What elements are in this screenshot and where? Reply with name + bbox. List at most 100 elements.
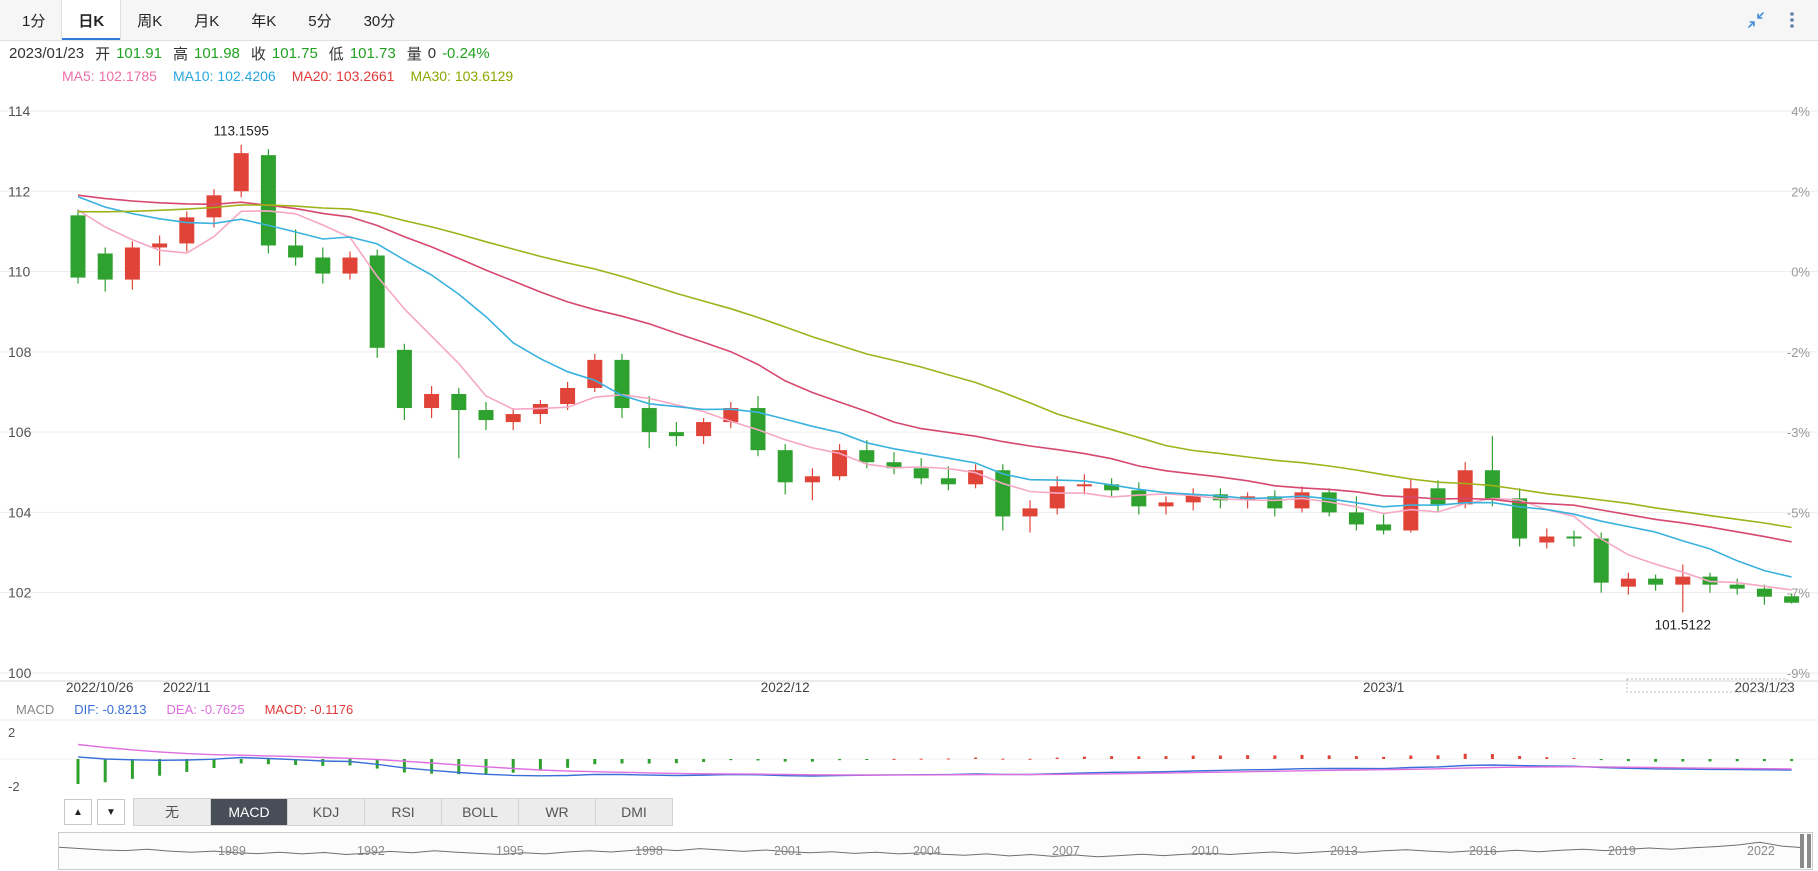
svg-text:2023/1: 2023/1: [1363, 680, 1404, 695]
period-tabbar: 1分 日K 周K 月K 年K 5分 30分: [0, 0, 1818, 41]
svg-text:2023/1/23: 2023/1/23: [1735, 680, 1795, 695]
ma10-line: [77, 195, 1792, 578]
indicator-tab[interactable]: RSI: [365, 799, 442, 825]
price-annotation: 113.1595: [214, 124, 269, 139]
quote-field-label: 开: [95, 45, 111, 63]
indicator-tab[interactable]: WR: [519, 799, 596, 825]
navigator-year-label: 2022: [1747, 844, 1775, 858]
svg-text:0%: 0%: [1791, 265, 1810, 280]
svg-text:106: 106: [8, 424, 32, 440]
ma-legend: MA5: 102.1785 MA10: 102.4206 MA20: 103.266…: [0, 65, 1818, 87]
svg-text:2022/10/26: 2022/10/26: [66, 680, 134, 695]
main-chart-area[interactable]: 114 4% 112 2% 110 0% 108 -2% 106 -3% 104 -5% 102 -7% 1…: [0, 87, 1818, 699]
navigator-year-label: 1998: [635, 844, 663, 858]
indicator-down-button[interactable]: ▼: [97, 799, 125, 825]
svg-text:-2%: -2%: [1787, 345, 1811, 360]
period-tab[interactable]: 年K: [251, 12, 277, 30]
svg-text:-5%: -5%: [1787, 505, 1811, 520]
navigator-year-label: 1992: [357, 844, 385, 858]
svg-text:-3%: -3%: [1787, 425, 1811, 440]
quote-fields: 开 101.91 高 101.98 收 101.75 低 101.73 量 0: [90, 43, 436, 64]
indicator-tab[interactable]: 无: [134, 799, 211, 825]
quote-change: -0.24%: [442, 44, 490, 62]
indicator-bar: ▲ ▼ 无 MACD KDJ RSI BOLL WR DMI: [0, 797, 1818, 827]
navigator-scroll-thumb[interactable]: [1796, 834, 1811, 868]
ma5-line: [77, 209, 1792, 591]
svg-text:2022/12: 2022/12: [761, 680, 810, 695]
quote-row: 2023/01/23 开 101.91 高 101.98 收 101.75 低 101.73 量…: [0, 41, 1818, 65]
indicator-tab[interactable]: BOLL: [442, 799, 519, 825]
svg-text:-9%: -9%: [1787, 666, 1811, 681]
quote-field-label: 收: [250, 45, 266, 63]
svg-text:112: 112: [8, 183, 31, 199]
svg-text:2022/11: 2022/11: [163, 680, 211, 695]
quote-field-value: 101.98: [194, 44, 240, 62]
svg-text:110: 110: [8, 264, 31, 280]
svg-text:2%: 2%: [1791, 184, 1810, 199]
svg-text:104: 104: [8, 504, 32, 520]
spark-line: [59, 841, 1805, 858]
quote-field-label: 量: [406, 45, 422, 63]
range-marker-box[interactable]: [1626, 678, 1788, 693]
grid-layer: 114 4%112 2%110 0%108 -2%106 -3%104 -5%102 -7%1…: [0, 103, 1818, 681]
tabbar-icons: [1746, 0, 1818, 40]
svg-text:-2: -2: [8, 779, 20, 794]
macd-legend: MACD DIF: -0.8213 DEA: -0.7625 MACD: -0.11…: [0, 699, 1818, 719]
macd-histogram: [76, 753, 1794, 784]
timeline-navigator[interactable]: 1989 1992 1995 1998 2001 2004 2007 2010 2013 2016…: [58, 832, 1813, 870]
ma-legend-item: MA30: 103.6129: [410, 68, 514, 84]
navigator-year-label: 2007: [1052, 844, 1080, 858]
period-tab[interactable]: 30分: [363, 12, 396, 30]
ma20-line: [77, 194, 1792, 543]
navigator-year-label: 2001: [774, 844, 802, 858]
navigator-year-label: 2013: [1330, 844, 1358, 858]
quote-field-value: 0: [427, 44, 437, 62]
svg-text:108: 108: [8, 344, 32, 360]
navigator-year-label: 2010: [1191, 844, 1219, 858]
ma-legend-item: MA20: 103.2661: [291, 68, 395, 84]
period-tab[interactable]: 日K: [61, 0, 122, 40]
svg-text:2: 2: [8, 725, 15, 740]
macd-legend-item: DEA: -0.7625: [166, 701, 245, 717]
svg-text:114: 114: [8, 103, 31, 119]
quote-field-value: 101.75: [271, 44, 318, 62]
macd-chart-area[interactable]: 2 -2: [0, 719, 1818, 797]
quote-field-value: 101.73: [349, 44, 396, 62]
x-axis-labels: 2022/10/26 2022/11 2022/12 2023/1 2023/1/23: [66, 680, 1795, 695]
quote-field-label: 高: [172, 45, 188, 63]
macd-legend-item: DIF: -0.8213: [74, 701, 147, 717]
macd-title: MACD: [16, 701, 55, 717]
svg-text:4%: 4%: [1791, 104, 1810, 119]
candlestick-chart[interactable]: 114 4%112 2%110 0%108 -2%106 -3%104 -5%102 -7%1…: [0, 87, 1818, 699]
navigator-year-label: 2004: [913, 844, 941, 858]
navigator-year-label: 2016: [1469, 844, 1497, 858]
dea-line: [77, 743, 1792, 776]
indicator-up-button[interactable]: ▲: [64, 799, 92, 825]
period-tab[interactable]: 5分: [308, 12, 332, 30]
candles-layer: [70, 144, 1800, 613]
macd-chart[interactable]: 2 -2: [0, 719, 1818, 797]
indicator-tabs: 无 MACD KDJ RSI BOLL WR DMI: [133, 798, 673, 826]
ma-legend-item: MA10: 102.4206: [172, 68, 276, 84]
indicator-tab[interactable]: KDJ: [288, 799, 365, 825]
price-annotation: 101.5122: [1655, 617, 1711, 632]
navigator-sparkline: [59, 841, 1805, 858]
svg-text:100: 100: [8, 665, 32, 681]
period-tab[interactable]: 周K: [137, 12, 163, 30]
svg-text:102: 102: [8, 585, 32, 601]
indicator-tab[interactable]: MACD: [211, 799, 288, 825]
navigator-year-label: 1995: [496, 844, 524, 858]
indicator-tab[interactable]: DMI: [621, 804, 647, 820]
collapse-icon[interactable]: [1746, 10, 1766, 30]
navigator-year-label: 1989: [218, 844, 246, 858]
period-tab[interactable]: 月K: [194, 12, 220, 30]
ma-legend-item: MA5: 102.1785: [62, 68, 157, 84]
quote-field-value: 101.91: [116, 44, 162, 62]
period-tab[interactable]: 1分: [22, 12, 46, 30]
navigator-year-label: 2019: [1608, 844, 1636, 858]
ma30-line: [77, 204, 1792, 529]
more-menu-icon[interactable]: [1782, 10, 1802, 30]
quote-field-label: 低: [328, 45, 344, 63]
quote-date: 2023/01/23: [9, 44, 85, 62]
